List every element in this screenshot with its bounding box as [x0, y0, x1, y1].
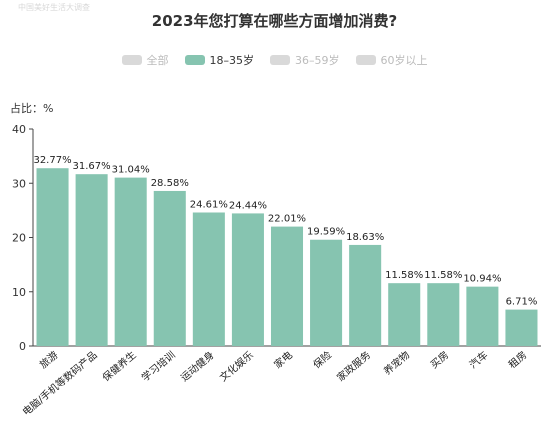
y-tick-label: 40	[12, 123, 26, 136]
bar	[36, 168, 69, 346]
x-tick-label: 养宠物	[381, 348, 412, 377]
bar	[192, 212, 225, 346]
bar	[388, 283, 421, 346]
legend-label: 60岁以上	[380, 54, 428, 67]
y-tick-label: 10	[12, 286, 26, 299]
bar	[75, 174, 108, 346]
x-tick-label: 保险	[310, 348, 334, 371]
x-tick-label: 文化娱乐	[217, 348, 256, 384]
bar-value-label: 22.01%	[268, 214, 306, 225]
y-tick-label: 0	[19, 340, 26, 353]
x-tick-label: 学习培训	[139, 348, 178, 384]
bar	[114, 177, 147, 346]
legend-label: 18–35岁	[209, 54, 255, 67]
x-tick-label: 家电	[271, 348, 295, 371]
bar-value-label: 11.58%	[424, 270, 462, 281]
x-tick-label: 买房	[428, 348, 452, 371]
y-tick-label: 30	[12, 177, 26, 190]
bar-value-label: 6.71%	[506, 297, 538, 308]
bar-value-label: 24.44%	[229, 200, 267, 211]
bar	[231, 213, 264, 346]
legend-item-2[interactable]: 36–59岁	[270, 52, 340, 68]
y-tick-label: 20	[12, 232, 26, 245]
bar-value-label: 11.58%	[385, 270, 423, 281]
bar-value-label: 10.94%	[463, 274, 501, 285]
bar-value-label: 28.58%	[151, 178, 189, 189]
legend-swatch	[355, 55, 376, 65]
x-tick-label: 汽车	[467, 348, 491, 371]
x-tick-label: 旅游	[37, 348, 61, 371]
x-tick-label: 家政服务	[334, 348, 373, 384]
legend-label: 全部	[146, 54, 169, 67]
chart-title: 2023年您打算在哪些方面增加消费?	[151, 12, 398, 30]
legend-item-3[interactable]: 60岁以上	[355, 52, 428, 68]
bar	[466, 286, 499, 346]
bar	[349, 244, 382, 346]
bar	[310, 239, 343, 346]
legend-item-1[interactable]: 18–35岁	[184, 52, 255, 68]
bar-value-label: 24.61%	[190, 199, 228, 210]
legend: 全部 18–35岁 36–59岁 60岁以上	[0, 52, 549, 68]
bar	[427, 283, 460, 346]
x-tick-label: 运动健身	[178, 348, 217, 384]
bar-value-label: 18.63%	[346, 232, 384, 243]
legend-swatch	[270, 55, 290, 65]
bar-value-label: 19.59%	[307, 227, 345, 238]
bar	[270, 226, 304, 346]
bar	[505, 309, 538, 346]
bar-value-label: 31.67%	[73, 161, 111, 172]
legend-swatch	[184, 55, 205, 65]
legend-label: 36–59岁	[295, 54, 340, 67]
legend-item-0[interactable]: 全部	[121, 52, 169, 68]
bar	[153, 190, 186, 346]
y-axis-label: 占比：%	[10, 102, 54, 115]
x-tick-label: 保健养生	[100, 348, 139, 384]
x-tick-label: 租房	[506, 348, 530, 371]
legend-swatch	[121, 55, 142, 65]
bar-value-label: 32.77%	[33, 155, 71, 166]
bar-value-label: 31.04%	[112, 165, 150, 176]
watermark-text: 中国美好生活大调查	[18, 3, 90, 12]
